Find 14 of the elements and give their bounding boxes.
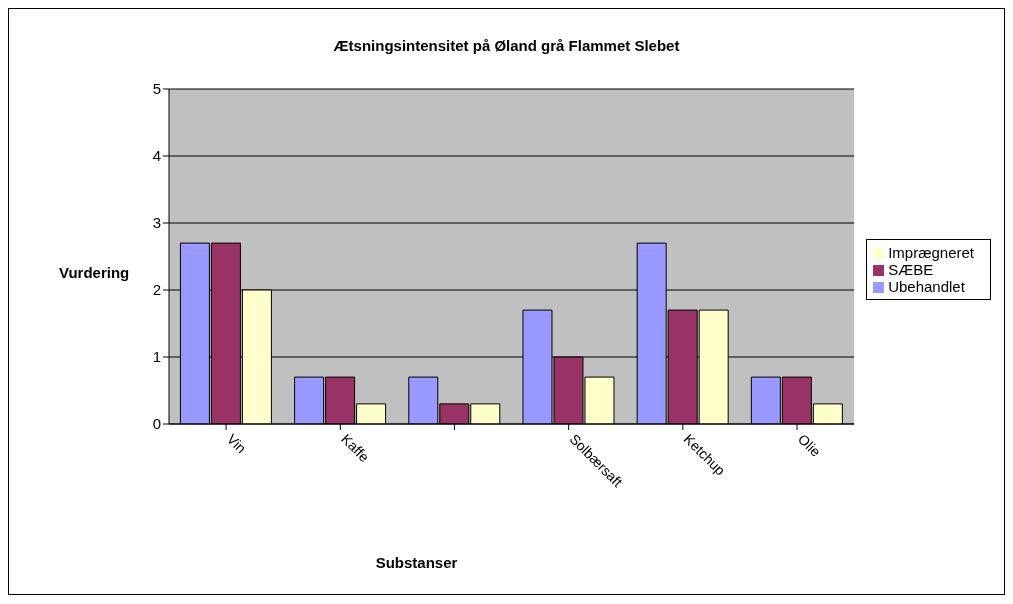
y-tick-label: 1 bbox=[152, 348, 161, 366]
x-tick-label: Vin bbox=[223, 430, 250, 457]
y-tick-label: 3 bbox=[152, 214, 161, 232]
y-tick-label: 0 bbox=[152, 415, 161, 433]
legend-label: SÆBE bbox=[888, 260, 934, 278]
legend-label: Imprægneret bbox=[888, 243, 974, 261]
chart-title: Ætsningsintensitet på Øland grå Flammet Slebet bbox=[332, 37, 681, 54]
x-axis-title: Substanser bbox=[374, 554, 459, 571]
y-tick-label: 5 bbox=[152, 80, 161, 98]
y-axis-title: Vurdering bbox=[59, 264, 130, 281]
legend-label: Ubehandlet bbox=[888, 277, 965, 295]
y-tick-label: 4 bbox=[152, 147, 161, 165]
x-tick-label: Olie bbox=[794, 430, 824, 460]
y-tick-label: 2 bbox=[152, 281, 161, 299]
